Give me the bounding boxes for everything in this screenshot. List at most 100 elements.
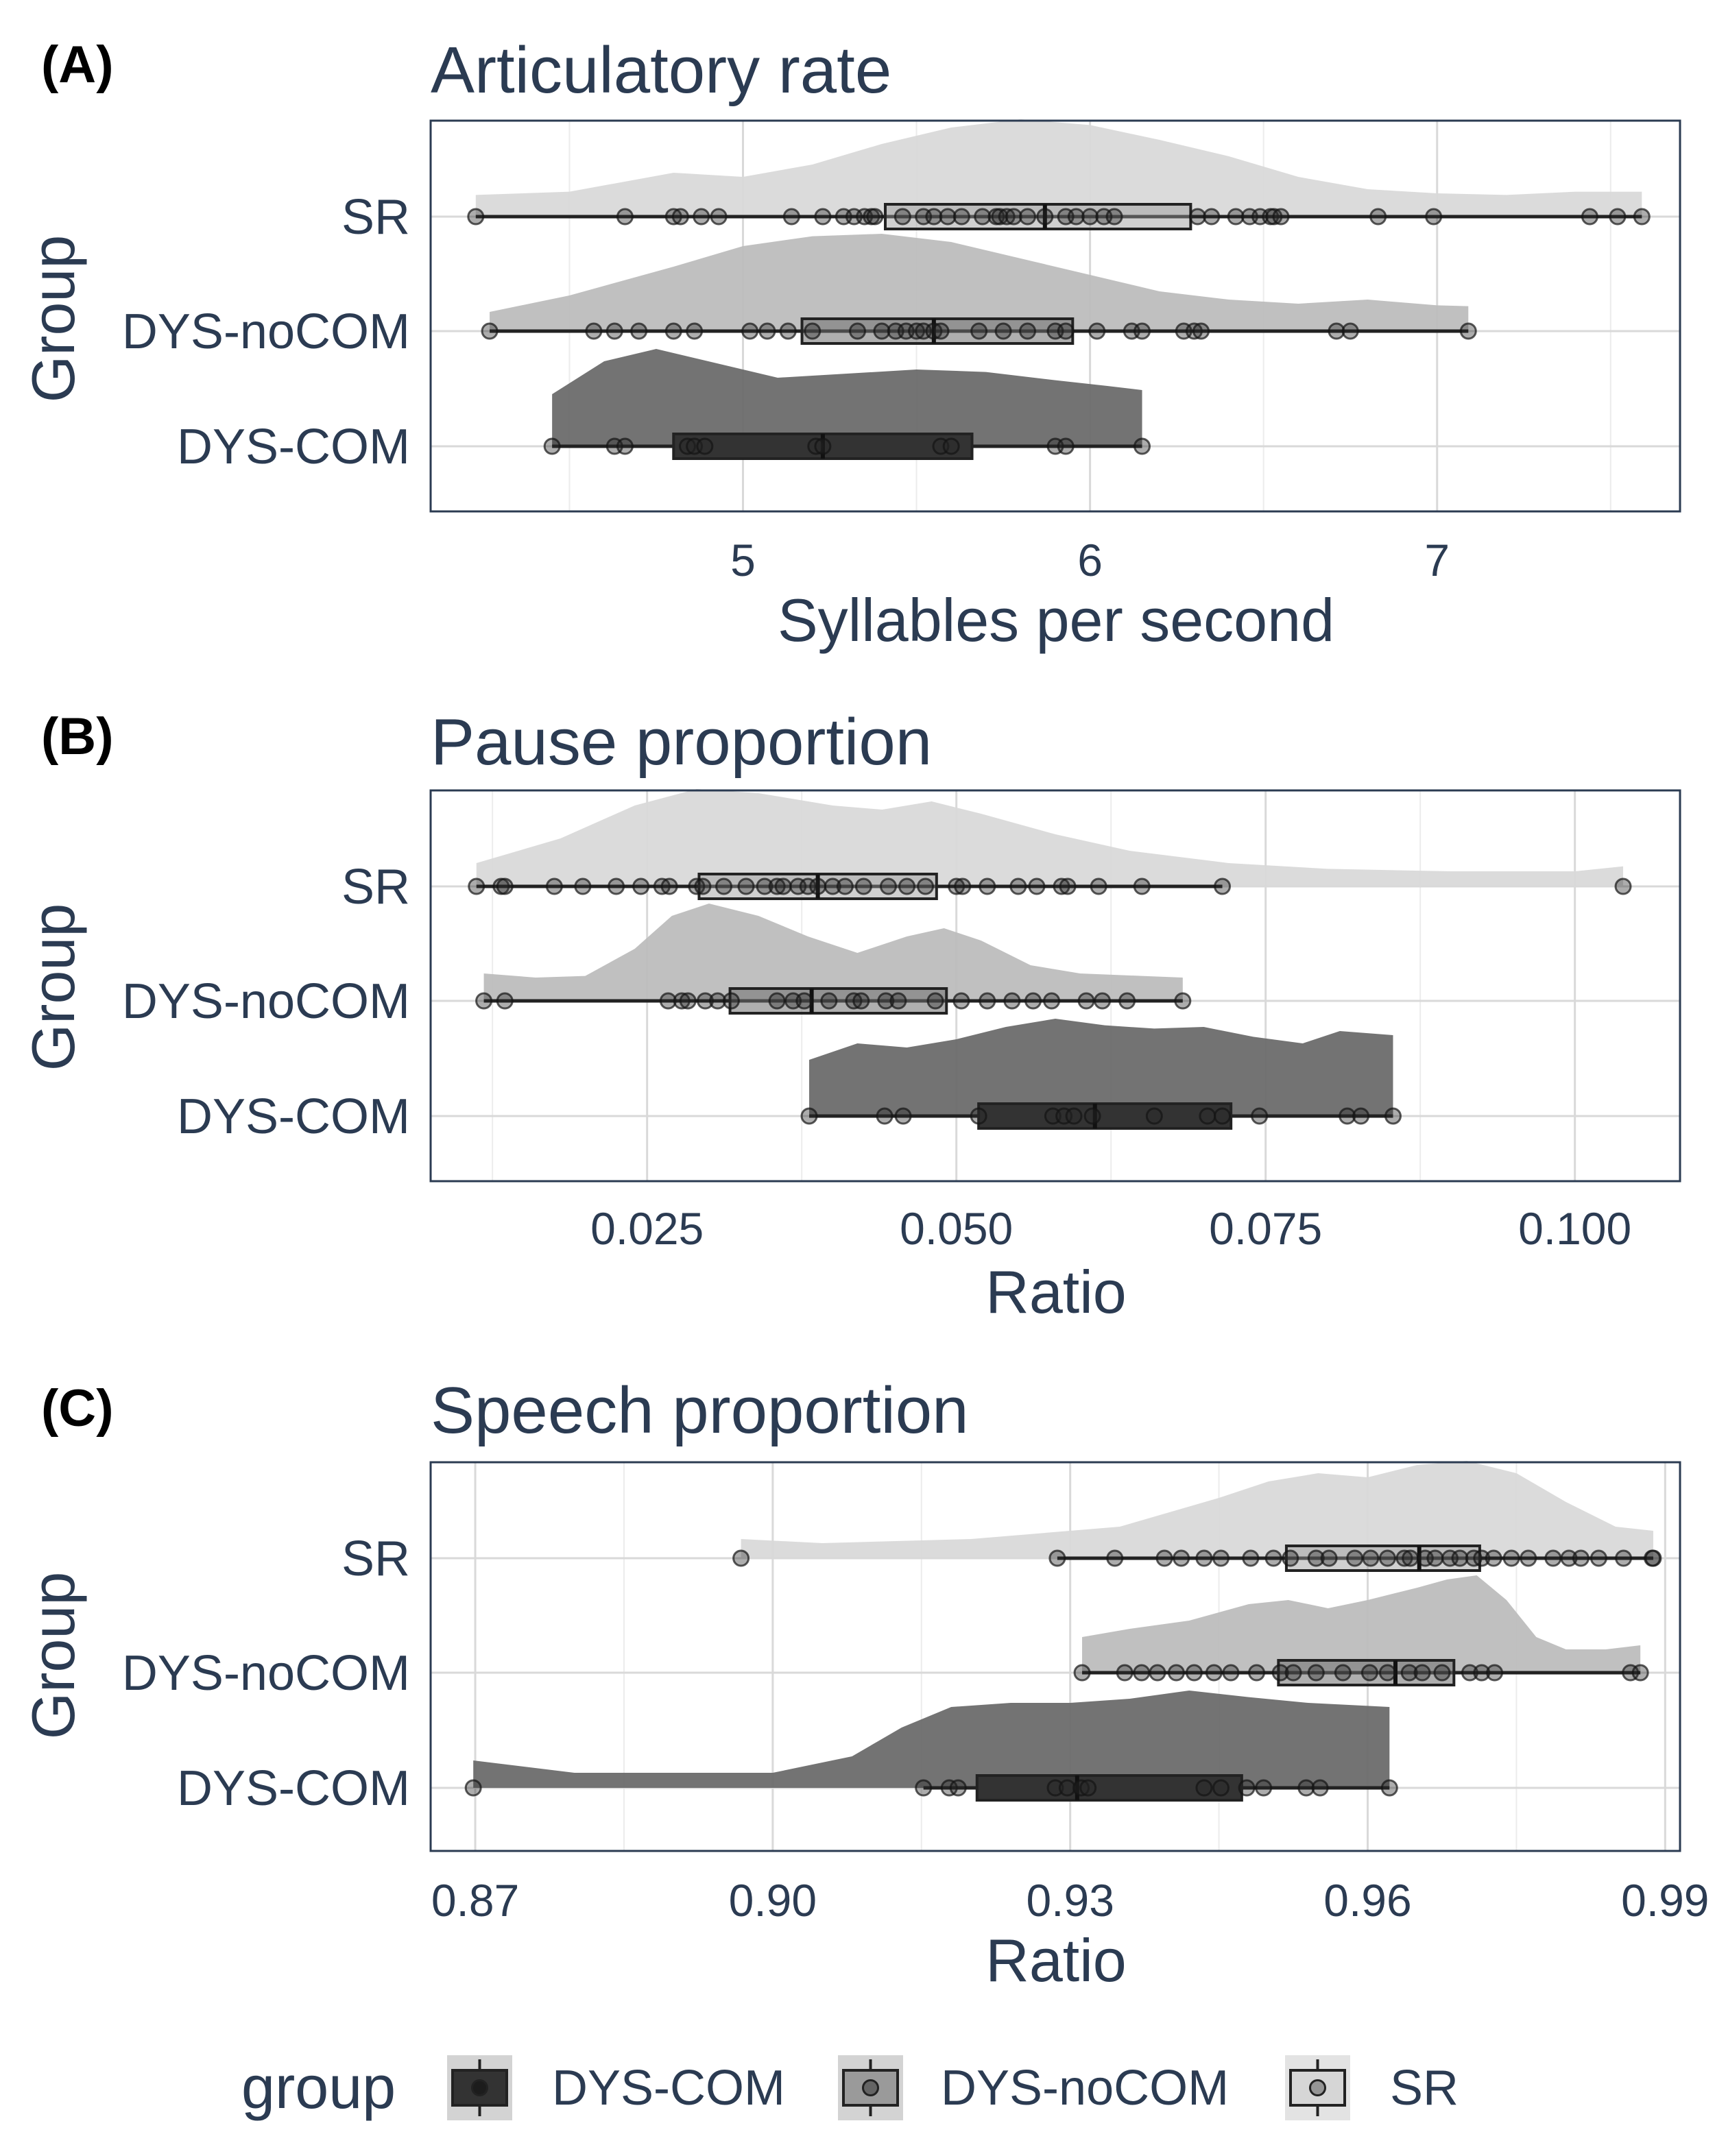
data-point (710, 208, 728, 226)
x-tick-label: 0.99 (1621, 1875, 1709, 1926)
plot-area (431, 789, 1680, 1181)
data-point (605, 322, 623, 340)
data-point (1036, 208, 1054, 226)
data-point (932, 322, 950, 340)
data-point (915, 1779, 933, 1797)
data-point (664, 322, 682, 340)
density-cloud (1082, 1575, 1641, 1673)
x-tick-label: 0.075 (1209, 1203, 1322, 1254)
data-point (1059, 877, 1077, 895)
data-point (889, 992, 907, 1010)
data-point (737, 877, 755, 895)
data-point (1242, 1549, 1260, 1567)
data-point (1222, 1664, 1240, 1682)
legend-key-point (1309, 2079, 1326, 2096)
data-point (1395, 1549, 1413, 1567)
data-point (715, 877, 733, 895)
density-cloud (741, 1461, 1653, 1558)
data-point (1199, 1107, 1216, 1125)
group-dys-nocom (1073, 1575, 1649, 1686)
group-label: SR (341, 1531, 410, 1586)
data-point (795, 992, 813, 1010)
data-point (809, 877, 827, 895)
data-point (1352, 1107, 1370, 1125)
data-point (1402, 1549, 1419, 1567)
legend-title: group (241, 2053, 396, 2121)
data-point (1214, 877, 1232, 895)
data-point (894, 208, 911, 226)
data-point (1544, 1549, 1562, 1567)
data-point (1572, 1549, 1590, 1567)
data-point (1053, 877, 1070, 895)
x-tick-label: 5 (730, 535, 756, 585)
data-point (1145, 1107, 1163, 1125)
data-point (994, 322, 1012, 340)
group-label: DYS-COM (177, 1089, 410, 1144)
data-point (877, 992, 895, 1010)
data-point (866, 208, 884, 226)
data-point (768, 877, 786, 895)
data-point (1328, 322, 1345, 340)
data-point (1644, 1549, 1662, 1567)
data-point (1341, 322, 1359, 340)
data-point (673, 992, 691, 1010)
data-point (1413, 1664, 1431, 1682)
panel-label: (A) (41, 36, 114, 94)
data-point (1426, 1549, 1444, 1567)
data-point (1005, 208, 1022, 226)
data-point (814, 208, 832, 226)
data-point (1380, 1779, 1398, 1797)
panel-label: (B) (41, 707, 114, 766)
data-point (1048, 1549, 1066, 1567)
data-point (1088, 322, 1106, 340)
x-tick-label: 6 (1077, 535, 1103, 585)
data-point (1362, 1549, 1380, 1567)
x-axis-title: Ratio (985, 1258, 1126, 1326)
group-label: DYS-noCOM (122, 304, 410, 359)
x-tick-label: 0.025 (590, 1203, 704, 1254)
data-point (925, 208, 943, 226)
data-point (709, 992, 727, 1010)
data-point (1400, 1664, 1418, 1682)
data-point (688, 877, 706, 895)
plot-area (431, 1461, 1680, 1851)
data-point (1255, 1779, 1273, 1797)
data-point (1251, 1107, 1269, 1125)
data-point (1192, 322, 1210, 340)
data-point (1425, 208, 1443, 226)
panel-label: (C) (41, 1379, 114, 1438)
data-point (1024, 992, 1042, 1010)
data-point (1297, 1779, 1315, 1797)
data-point (970, 322, 988, 340)
panel-articulatory-rate: (A) Articulatory rate Syllables per seco… (19, 34, 1681, 654)
data-point (1633, 208, 1651, 226)
data-point (1360, 1664, 1378, 1682)
x-axis-title: Ratio (985, 1926, 1126, 1994)
group-label: DYS-noCOM (122, 1646, 410, 1701)
data-point (894, 1107, 912, 1125)
data-point (1043, 992, 1061, 1010)
data-point (696, 992, 714, 1010)
data-point (1149, 1664, 1166, 1682)
x-tick-label: 0.96 (1323, 1875, 1411, 1926)
data-point (671, 208, 689, 226)
data-point (940, 1779, 958, 1797)
data-point (543, 437, 561, 455)
x-tick-label: 0.90 (729, 1875, 817, 1926)
data-point (679, 992, 697, 1010)
data-point (1155, 1549, 1173, 1567)
data-point (1485, 1549, 1502, 1567)
data-point (1272, 208, 1290, 226)
data-point (782, 208, 800, 226)
data-point (1461, 1664, 1478, 1682)
data-point (659, 992, 677, 1010)
data-point (1106, 1549, 1124, 1567)
data-point (1065, 1107, 1083, 1125)
data-point (824, 877, 841, 895)
data-point (1019, 322, 1037, 340)
group-sr (732, 1461, 1662, 1572)
data-point (1057, 322, 1075, 340)
data-point (1212, 1779, 1230, 1797)
group-sr (467, 119, 1651, 230)
data-point (1205, 1664, 1223, 1682)
